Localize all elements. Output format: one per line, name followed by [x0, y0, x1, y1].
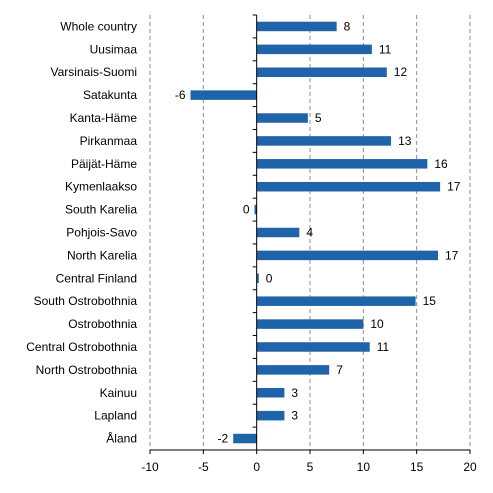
data-label: 11 — [379, 42, 392, 56]
category-label: Central Ostrobothnia — [26, 340, 137, 354]
category-label: North Karelia — [67, 248, 137, 262]
bar — [256, 342, 370, 352]
x-tick-label: 10 — [357, 460, 371, 474]
category-label: Ostrobothnia — [68, 317, 137, 331]
category-label: Uusimaa — [90, 42, 138, 56]
data-label: 3 — [291, 409, 298, 423]
category-label: South Karelia — [65, 203, 137, 217]
category-label: Päijät-Häme — [71, 157, 137, 171]
data-label: 17 — [447, 180, 461, 194]
axes — [149, 14, 471, 454]
category-label: Kainuu — [100, 386, 137, 400]
bar — [256, 365, 330, 375]
x-tick-label: 15 — [410, 460, 424, 474]
bar — [256, 21, 337, 32]
category-labels: Whole country Uusimaa Varsinais-Suomi Satak… — [26, 19, 137, 445]
bars — [190, 21, 441, 444]
category-label: Kymenlaakso — [65, 180, 137, 194]
bar — [256, 388, 285, 398]
category-label: Åland — [106, 431, 137, 446]
category-label: North Ostrobothnia — [36, 363, 138, 377]
bar — [256, 181, 441, 192]
bar — [256, 159, 428, 169]
data-label: 0 — [243, 203, 250, 217]
x-tick-labels: -10 -5 0 5 10 15 20 — [141, 460, 477, 474]
data-label: 0 — [266, 271, 273, 285]
bar — [233, 433, 257, 444]
data-label: 11 — [377, 340, 390, 354]
bar — [256, 250, 438, 261]
category-label: Pohjois-Savo — [66, 226, 137, 240]
data-label: 13 — [398, 134, 412, 148]
x-tick-label: 0 — [253, 460, 260, 474]
bar — [256, 67, 387, 77]
data-label: 12 — [394, 65, 408, 79]
x-tick-label: -5 — [198, 460, 209, 474]
x-tick-label: -10 — [141, 460, 159, 474]
data-label: -6 — [175, 88, 186, 102]
data-label: 16 — [434, 157, 448, 171]
category-label: Lapland — [94, 409, 137, 423]
category-label: Central Finland — [56, 271, 137, 285]
bar — [256, 296, 416, 306]
data-label: 3 — [291, 386, 298, 400]
data-label: 4 — [306, 226, 313, 240]
data-label: 8 — [344, 19, 351, 33]
data-label: 10 — [370, 317, 384, 331]
gridlines — [149, 15, 471, 450]
bar — [190, 90, 257, 100]
data-label: 7 — [336, 363, 343, 377]
x-tick-label: 20 — [463, 460, 477, 474]
data-label: 17 — [445, 248, 459, 262]
category-label: Whole country — [60, 19, 137, 33]
bar — [256, 136, 392, 146]
bar — [256, 44, 372, 55]
bar — [256, 113, 308, 123]
category-label: South Ostrobothnia — [34, 294, 138, 308]
bar — [256, 273, 259, 284]
bar — [256, 410, 285, 421]
bar — [254, 204, 257, 215]
category-label: Satakunta — [83, 88, 137, 102]
data-label: 15 — [423, 294, 437, 308]
category-label: Kanta-Häme — [70, 111, 138, 125]
bar — [256, 319, 364, 329]
category-label: Pirkanmaa — [80, 134, 138, 148]
category-label: Varsinais-Suomi — [51, 65, 137, 79]
x-tick-label: 5 — [307, 460, 314, 474]
data-label: 5 — [315, 111, 322, 125]
bar — [256, 227, 300, 238]
data-label: -2 — [218, 432, 229, 446]
